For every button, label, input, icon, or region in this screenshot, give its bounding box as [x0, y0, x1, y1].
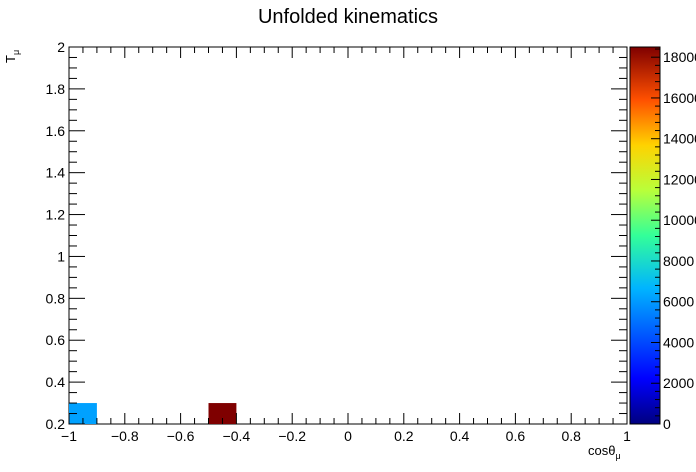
heatmap-cell: [208, 403, 237, 424]
y-tick-label: 1: [57, 248, 65, 264]
color-scale-bar: [629, 46, 661, 425]
y-tick-label: 0.8: [46, 290, 66, 306]
x-tick-label: −0.2: [278, 428, 306, 444]
x-axis: −1 −0.8 −0.6 −0.4 −0.2 0 0.2 0.4 0.6 0.8 1: [61, 47, 631, 444]
x-tick-label: 0.2: [394, 428, 414, 444]
y-axis-label: Tμ: [3, 50, 21, 63]
x-tick-label: 0: [344, 428, 352, 444]
y-tick-label: 1.6: [46, 123, 66, 139]
y-axis: 0.2 0.4 0.6 0.8 1 1.2 1.4 1.6 1.8 2: [46, 39, 627, 432]
y-tick-label: 1.2: [46, 207, 66, 223]
y-tick-label: 0.4: [46, 374, 66, 390]
y-tick-label: 0.6: [46, 332, 66, 348]
z-tick-label: 14000: [663, 131, 696, 147]
plot-frame: [68, 46, 628, 425]
x-tick-label: −1: [61, 428, 77, 444]
x-tick-label: 1: [623, 428, 631, 444]
heatmap-cell: [69, 403, 97, 424]
x-tick-label: −0.6: [167, 428, 195, 444]
y-tick-label: 2: [57, 39, 65, 55]
y-tick-label: 1.4: [46, 165, 66, 181]
z-tick-label: 8000: [663, 253, 694, 269]
z-tick-label: 18000: [663, 49, 696, 65]
data-cells: [69, 403, 237, 424]
z-tick-label: 12000: [663, 171, 696, 187]
z-tick-label: 6000: [663, 294, 694, 310]
color-scale-axis: 0 2000 4000 6000 8000 10000 12000 14000 16000 180…: [651, 48, 696, 432]
x-tick-label: 0.4: [450, 428, 470, 444]
x-tick-label: 0.8: [561, 428, 581, 444]
chart-title: Unfolded kinematics: [258, 6, 438, 28]
z-tick-label: 4000: [663, 334, 694, 350]
z-tick-label: 10000: [663, 212, 696, 228]
y-tick-label: 0.2: [46, 416, 66, 432]
z-tick-label: 2000: [663, 375, 694, 391]
x-tick-label: 0.6: [506, 428, 526, 444]
x-axis-label: cosθμ: [588, 443, 621, 461]
x-tick-label: −0.4: [223, 428, 251, 444]
z-tick-label: 16000: [663, 90, 696, 106]
y-tick-label: 1.8: [46, 81, 66, 97]
x-tick-label: −0.8: [111, 428, 139, 444]
z-tick-label: 0: [663, 416, 671, 432]
